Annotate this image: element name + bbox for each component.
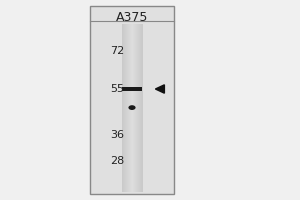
Bar [123,24,124,192]
Bar [135,24,136,192]
Bar [122,24,123,192]
Bar [122,87,142,91]
Bar [127,24,128,192]
Text: 36: 36 [110,130,124,140]
Bar [126,24,127,192]
Bar [139,24,140,192]
Text: 28: 28 [110,156,124,166]
Bar [128,24,129,192]
Bar [132,24,133,192]
Bar [139,24,140,192]
Circle shape [128,105,136,110]
Bar [138,24,139,192]
Bar [131,24,132,192]
Polygon shape [155,85,164,93]
Bar [125,24,126,192]
Bar [124,24,125,192]
Bar [141,24,142,192]
Bar [140,24,141,192]
Bar [129,24,130,192]
Bar [137,24,138,192]
Bar [136,24,137,192]
Text: 72: 72 [110,46,124,56]
Text: 55: 55 [110,84,124,94]
Bar [133,24,134,192]
Bar [134,24,135,192]
Text: A375: A375 [116,11,148,24]
Bar [90,6,174,194]
Bar [130,24,131,192]
